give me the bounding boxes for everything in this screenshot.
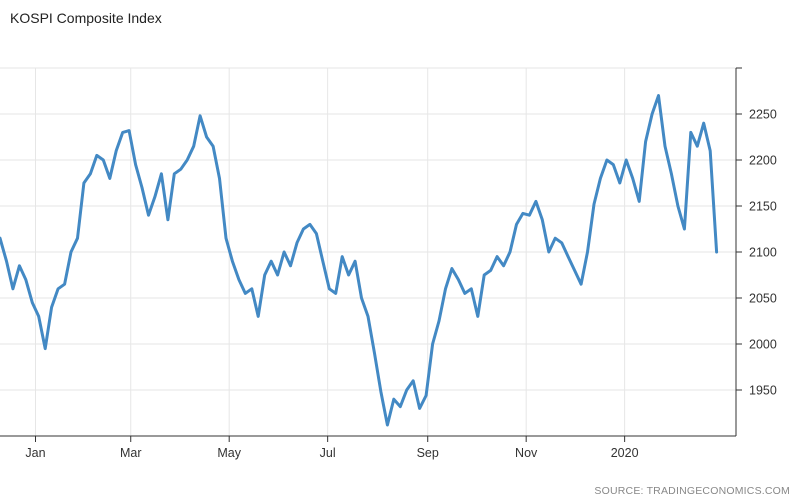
y-tick-labels: 1950 2000 2050 2100 2150 2200 2250: [749, 108, 777, 398]
y-tick-label: 1950: [749, 384, 777, 398]
x-tick-label: Mar: [120, 446, 142, 460]
series-layer: [0, 94, 719, 427]
x-tick-label: Jul: [320, 446, 336, 460]
x-tick-labels: Jan Mar May Jul Sep Nov 2020: [25, 446, 638, 460]
x-tick-label: Sep: [417, 446, 439, 460]
y-tick-label: 2200: [749, 154, 777, 168]
y-tick-label: 2050: [749, 292, 777, 306]
y-tick-label: 2100: [749, 246, 777, 260]
x-tick-label: May: [217, 446, 241, 460]
y-tick-label: 2000: [749, 338, 777, 352]
grid-layer: [0, 67, 736, 436]
x-tick-label: Nov: [515, 446, 538, 460]
series-line: [0, 94, 719, 427]
y-tick-label: 2250: [749, 108, 777, 122]
chart-title: KOSPI Composite Index: [10, 10, 162, 26]
axis-layer: [0, 67, 742, 442]
y-tick-label: 2150: [749, 200, 777, 214]
x-tick-label: 2020: [611, 446, 639, 460]
source-label: SOURCE: TRADINGECONOMICS.COM: [594, 485, 790, 497]
x-tick-label: Jan: [25, 446, 45, 460]
